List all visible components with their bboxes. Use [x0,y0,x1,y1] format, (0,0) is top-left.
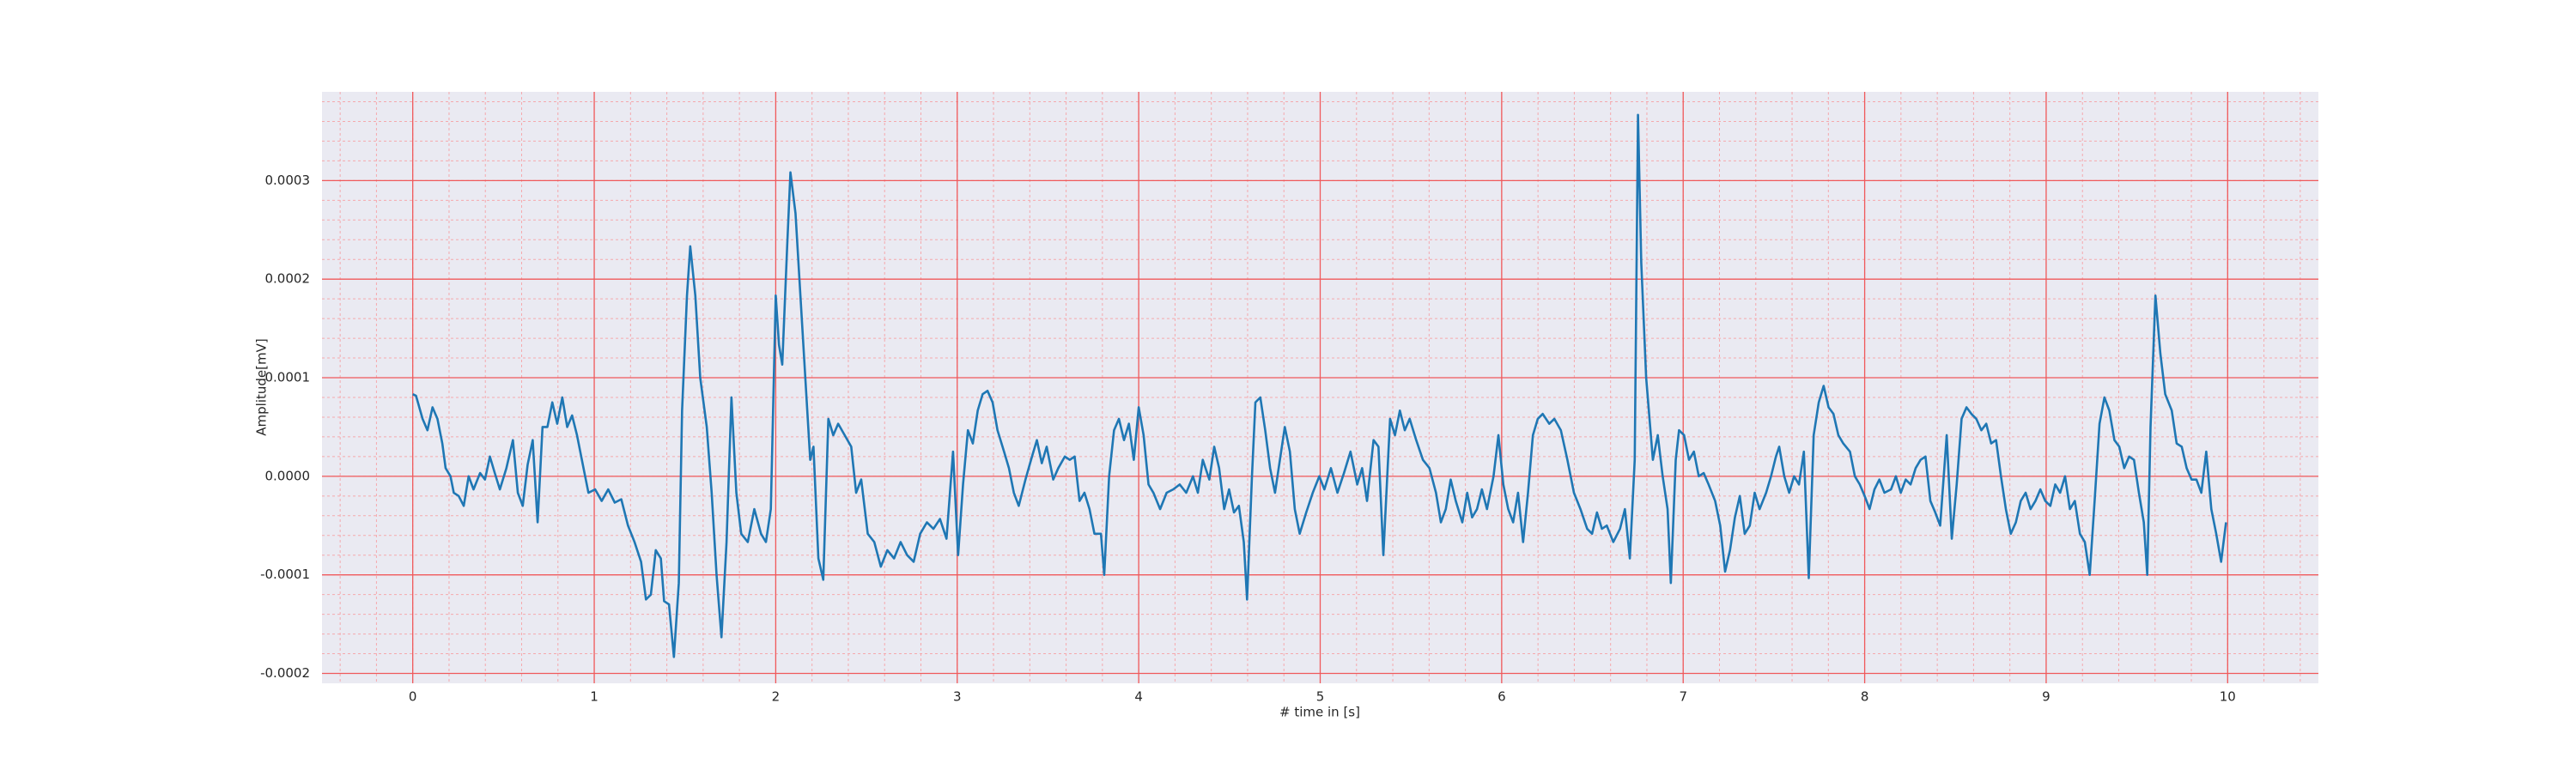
signal-line [412,113,2227,658]
y-axis-label: Amplitude[mV] [254,338,270,435]
x-tick-label: 1 [590,689,598,705]
x-tick-label: 4 [1134,689,1143,705]
y-tick-label: 0.0000 [265,468,311,483]
x-tick-label: 7 [1679,689,1687,705]
x-tick-label: 5 [1316,689,1325,705]
y-tick-label: -0.0002 [260,665,310,681]
x-tick-label: 6 [1498,689,1506,705]
x-tick-label: 9 [2042,689,2050,705]
x-tick-label: 3 [953,689,962,705]
x-tick-label: 8 [1861,689,1869,705]
y-tick-label: 0.0001 [265,370,311,385]
y-tick-label: -0.0001 [260,567,310,582]
x-tick-label: 2 [772,689,781,705]
series [412,113,2227,658]
x-axis-label: # time in [s] [1279,705,1360,720]
y-tick-label: 0.0003 [265,173,311,188]
y-tick-label: 0.0002 [265,271,311,287]
x-tick-label: 10 [2220,689,2236,705]
x-tick-label: 0 [409,689,417,705]
grid [322,92,2318,683]
